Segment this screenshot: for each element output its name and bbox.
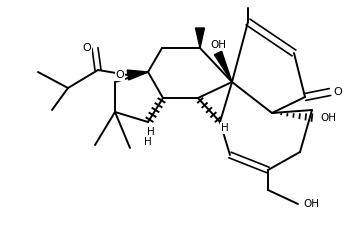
Polygon shape	[127, 70, 148, 80]
Text: O: O	[334, 87, 343, 97]
Text: H: H	[221, 123, 229, 133]
Text: H: H	[144, 137, 152, 147]
Text: O: O	[116, 70, 124, 80]
Text: OH: OH	[303, 199, 319, 209]
Text: O: O	[83, 43, 91, 53]
Text: OH: OH	[210, 40, 226, 50]
Polygon shape	[195, 28, 204, 48]
Polygon shape	[215, 51, 232, 82]
Text: OH: OH	[320, 113, 336, 123]
Text: H: H	[147, 127, 155, 137]
